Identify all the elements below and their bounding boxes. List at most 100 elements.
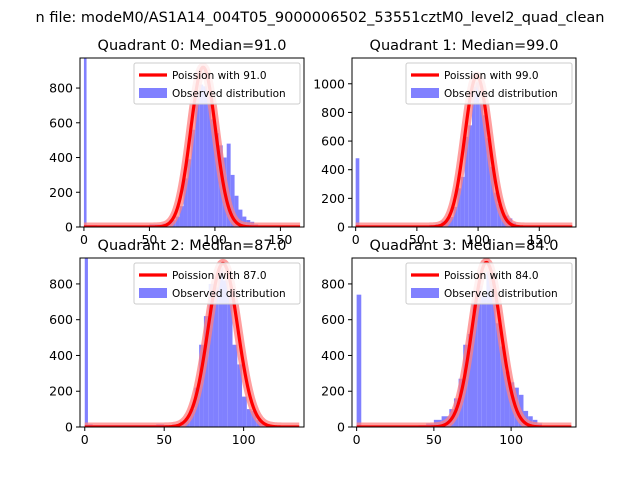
histogram-bar [83,58,87,227]
histogram-bar [237,364,243,427]
axes-frame [79,257,305,428]
x-tick-label: 100 [203,232,227,247]
subplot-quadrant-0: 0 50 100 150 0 200 400 600 800 Quadrant 0: Median… [49,38,305,247]
x-tick-label: 50 [156,432,172,447]
histogram-bar [175,216,180,227]
y-tick-label: 0 [337,420,345,435]
plot-area [81,258,303,427]
histogram-bar [246,409,252,427]
axes-frame [351,57,577,228]
x-tick-label: 150 [268,232,292,247]
subplot-grid: 0 50 100 150 0 200 400 600 800 Quadrant 0: Median… [49,38,577,447]
y-tick-label: 600 [49,312,73,327]
legend-hist-swatch [139,88,167,98]
y-tick-label: 600 [321,134,345,149]
subplot-quadrant-2: 0 50 100 0 200 400 600 800 Quadrant 2: Median=87… [49,238,305,447]
histogram-bar [481,296,487,427]
legend-label-poisson: Poission with 99.0 [444,70,539,82]
y-tick-label: 600 [49,115,73,130]
histogram-bar [486,271,492,427]
histogram-bar [191,129,196,227]
subplot-title: Quadrant 3: Median=84.0 [370,238,559,254]
histogram-bar [453,206,458,227]
legend-label-poisson: Poission with 84.0 [444,270,539,282]
histogram-bar [491,276,496,427]
legend-label-observed: Observed distribution [444,88,558,100]
histogram-bar [490,166,494,227]
axes-frame [351,257,577,428]
plot-area [80,58,304,227]
histogram-bar [472,301,478,427]
y-tick-label: 200 [321,191,345,206]
x-tick-label: 0 [352,232,360,247]
legend-hist-swatch [411,88,439,98]
legend-box [133,262,301,305]
poisson-curve [83,261,301,427]
legend-label-observed: Observed distribution [444,288,558,300]
histogram-bar [356,294,362,427]
y-tick-label: 200 [321,384,345,399]
y-tick-label: 200 [49,185,73,200]
y-tick-label: 400 [49,150,73,165]
histogram-bar [242,396,247,427]
subplot-title: Quadrant 1: Median=99.0 [370,38,559,54]
subplot-quadrant-3: 0 50 100 0 200 400 600 800 Quadrant 3: Median=84… [321,238,577,447]
histogram-bar [355,158,360,227]
histogram-bar [482,115,487,227]
legend-hist-swatch [139,288,167,298]
y-tick-label: 800 [321,105,345,120]
legend-label-observed: Observed distribution [172,88,286,100]
y-tick-label: 800 [49,81,73,96]
poisson-curve [82,65,302,227]
histogram-bar [460,176,465,227]
histogram-bar [227,294,233,427]
histogram-bar [222,280,228,427]
x-tick-label: 0 [353,432,361,447]
x-tick-label: 50 [409,232,425,247]
plot-area [352,71,576,227]
histogram-bar [179,206,184,227]
legend-box [405,262,573,305]
histogram-bar [493,192,498,227]
histogram-bar [234,195,239,227]
histogram-bar [479,102,483,227]
histogram-bar [467,334,473,427]
legend-label-poisson: Poission with 91.0 [172,70,267,82]
axes-frame [79,57,305,228]
y-tick-label: 0 [337,220,345,235]
y-tick-label: 400 [49,348,73,363]
histogram-bar [500,346,505,427]
histogram-bar [84,258,88,427]
histogram-bar [214,133,219,227]
x-tick-label: 50 [426,432,442,447]
y-tick-label: 800 [49,276,73,291]
figure-suptitle: n file: modeM0/AS1A14_004T05_9000006502_… [36,10,605,26]
histogram-bar [504,371,510,427]
x-tick-label: 100 [466,232,490,247]
poisson-curve [354,74,574,227]
histogram-bar [218,267,223,427]
histogram-bar [471,86,476,227]
y-tick-label: 200 [49,384,73,399]
histogram-bar [495,323,501,427]
histogram-bar [468,125,472,227]
histogram-bar [208,283,214,427]
x-tick-label: 50 [141,232,157,247]
histogram-bar [203,86,208,227]
subplot-title: Quadrant 2: Median=87.0 [98,238,287,254]
histogram-bar [213,287,219,427]
histogram-bar [477,285,482,427]
histogram-bar [486,138,491,227]
histogram-bar [230,174,235,227]
histogram-bar [475,82,480,227]
legend-label-observed: Observed distribution [172,288,286,300]
histogram-bar [195,93,200,227]
histogram-bar [238,209,243,227]
x-tick-label: 0 [80,232,88,247]
legend-label-poisson: Poission with 87.0 [172,270,267,282]
subplot-title: Quadrant 0: Median=91.0 [98,38,287,54]
legend-box [133,62,301,105]
histogram-bar [232,344,238,427]
histogram-bar [226,143,231,227]
